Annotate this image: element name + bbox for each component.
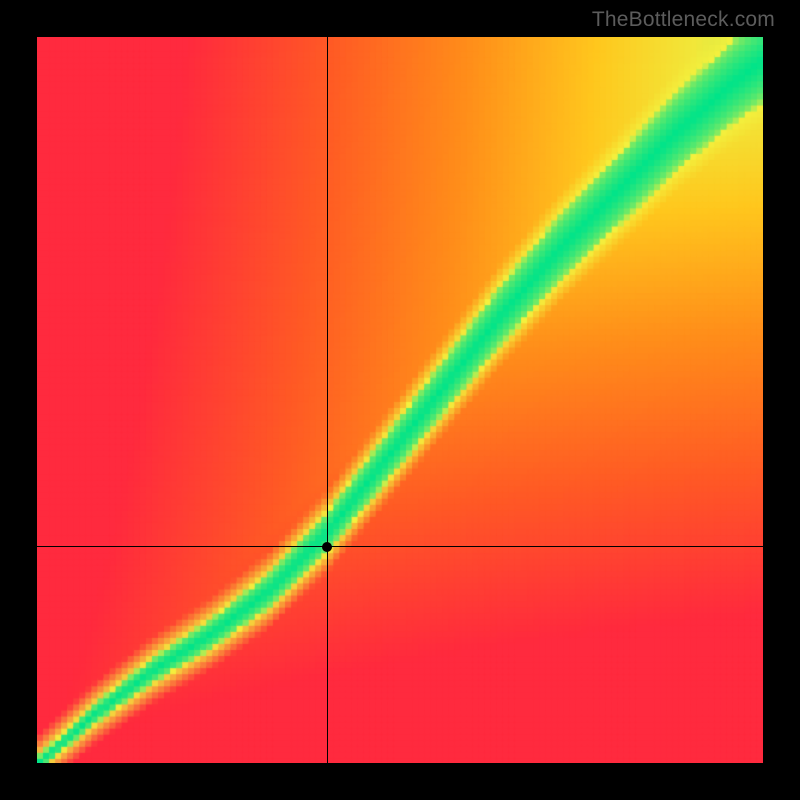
crosshair-horizontal bbox=[37, 546, 763, 547]
selection-marker bbox=[322, 542, 332, 552]
crosshair-vertical bbox=[327, 37, 328, 763]
watermark-text: TheBottleneck.com bbox=[592, 8, 775, 32]
chart-frame: TheBottleneck.com bbox=[0, 0, 800, 800]
plot-area bbox=[37, 37, 763, 763]
bottleneck-heatmap bbox=[37, 37, 763, 763]
